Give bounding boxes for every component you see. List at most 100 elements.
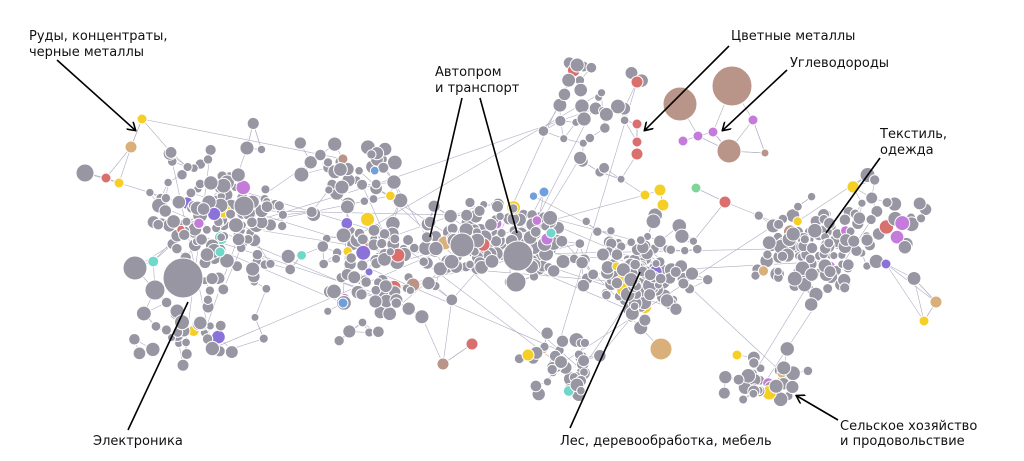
node <box>370 178 382 190</box>
node <box>838 213 852 226</box>
line-textile <box>825 157 881 234</box>
node <box>322 157 334 168</box>
node <box>367 223 381 237</box>
nodes <box>75 56 943 408</box>
node <box>656 198 670 212</box>
node <box>203 175 219 191</box>
node <box>626 237 636 248</box>
node <box>405 285 416 296</box>
node <box>881 197 893 208</box>
node <box>785 379 800 395</box>
node <box>748 388 759 399</box>
node <box>630 147 644 161</box>
node <box>707 126 719 138</box>
node <box>823 237 835 249</box>
node <box>389 233 401 245</box>
node <box>718 369 733 385</box>
node <box>284 263 297 276</box>
node <box>561 72 577 88</box>
node <box>802 365 814 377</box>
node <box>654 272 667 285</box>
node <box>559 134 569 144</box>
node <box>639 189 651 201</box>
line-auto-2 <box>479 97 518 234</box>
node <box>768 378 784 394</box>
node <box>132 346 147 361</box>
node <box>152 218 165 231</box>
node <box>233 195 255 217</box>
node <box>428 240 444 257</box>
node <box>386 174 402 190</box>
node <box>195 233 208 246</box>
node <box>460 208 474 222</box>
node <box>324 185 334 195</box>
node <box>662 86 698 122</box>
node <box>806 191 817 202</box>
node <box>354 165 364 176</box>
node <box>638 313 652 327</box>
node <box>606 226 616 236</box>
node <box>799 234 810 245</box>
node <box>649 337 673 361</box>
node <box>711 65 753 107</box>
node <box>793 201 803 212</box>
edge <box>105 146 132 179</box>
node <box>136 113 148 125</box>
node <box>293 166 310 183</box>
node <box>630 75 644 89</box>
node <box>246 216 258 229</box>
node <box>113 177 125 189</box>
node <box>574 238 586 249</box>
node <box>841 258 855 272</box>
node <box>293 136 307 150</box>
node <box>643 268 657 282</box>
node <box>378 279 393 294</box>
node <box>245 261 261 277</box>
node <box>377 252 392 267</box>
node <box>599 122 611 134</box>
node <box>224 345 239 360</box>
node <box>574 98 590 114</box>
node <box>420 231 433 244</box>
node <box>529 379 543 393</box>
node <box>545 227 557 239</box>
node <box>529 225 542 238</box>
node <box>839 282 851 294</box>
node <box>372 325 385 339</box>
node <box>216 232 227 243</box>
node <box>894 215 911 232</box>
node <box>326 283 342 300</box>
node <box>674 228 690 244</box>
node <box>762 249 773 260</box>
node <box>217 283 230 296</box>
node <box>176 358 190 372</box>
node <box>577 354 591 368</box>
node <box>847 234 861 248</box>
node <box>576 278 591 293</box>
edge <box>442 299 453 365</box>
node <box>414 309 430 325</box>
node <box>912 196 927 211</box>
node <box>204 340 221 357</box>
node <box>807 222 823 239</box>
node <box>738 394 749 405</box>
annotations: Руды, концентраты, черные металлы Автопро… <box>29 29 977 449</box>
node <box>792 216 803 227</box>
node <box>333 335 345 347</box>
node <box>869 174 881 186</box>
node <box>690 182 702 194</box>
node <box>164 146 178 159</box>
node <box>538 186 550 198</box>
node <box>557 87 572 102</box>
node <box>776 360 792 376</box>
label-forest: Лес, деревообработка, мебель <box>560 434 772 449</box>
node <box>251 248 264 261</box>
node <box>717 386 731 400</box>
node <box>929 295 943 309</box>
node <box>684 266 700 281</box>
node <box>852 211 867 225</box>
node <box>166 214 181 229</box>
node <box>669 302 683 316</box>
node <box>747 114 759 126</box>
